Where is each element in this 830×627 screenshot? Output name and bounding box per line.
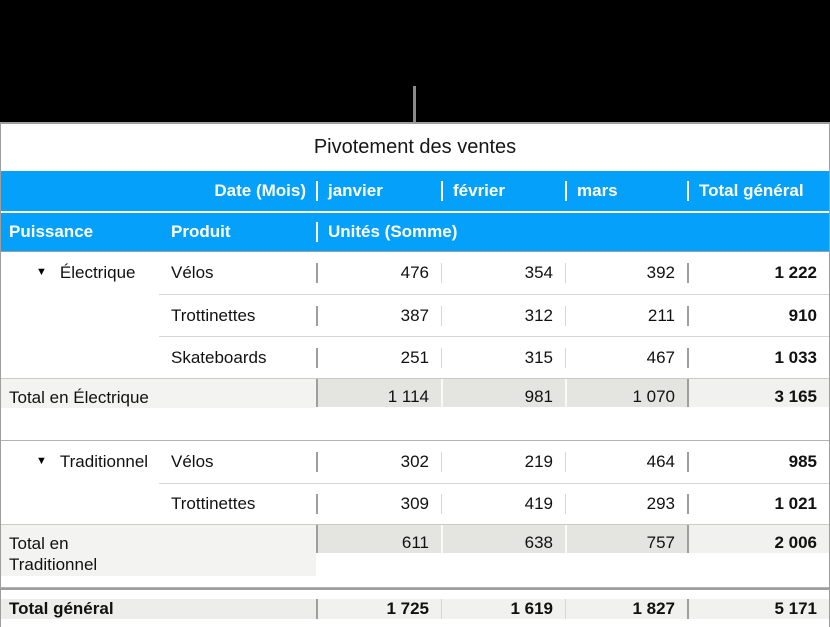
subtotal-label-cell[interactable]: Total en Traditionnel [1, 525, 316, 576]
value-cell[interactable]: 211 [565, 305, 687, 326]
product-cell[interactable]: Vélos [171, 452, 214, 471]
subtotal-total-cell[interactable]: 3 165 [687, 379, 829, 407]
row-total-cell[interactable]: 910 [687, 305, 829, 326]
table-row: Vélos 302 219 464 985 [159, 441, 829, 483]
table-row: Trottinettes 387 312 211 910 [159, 294, 829, 336]
disclosure-triangle-icon[interactable]: ▼ [36, 455, 47, 467]
row-total-cell[interactable]: 985 [687, 452, 829, 472]
grand-total-sum-cell[interactable]: 5 171 [687, 598, 829, 619]
value-cell[interactable]: 476 [316, 263, 441, 283]
value-cell[interactable]: 219 [441, 452, 565, 472]
value-cell[interactable]: 387 [316, 305, 441, 326]
group-electrique: ▼ Électrique Vélos 476 354 392 1 222 Tro… [1, 252, 829, 378]
product-cell[interactable]: Trottinettes [171, 494, 256, 513]
header-row-months: Date (Mois) janvier février mars Total g… [1, 171, 829, 211]
grand-total-row: Total général 1 725 1 619 1 827 5 171 [1, 588, 829, 627]
group-name: Électrique [59, 263, 136, 282]
header-row-fields: Puissance Produit Unités (Somme) [1, 213, 829, 252]
pivot-table: Pivotement des ventes Date (Mois) janvie… [0, 122, 830, 627]
value-cell[interactable]: 419 [441, 494, 565, 514]
subtotal-value-cell[interactable]: 638 [441, 525, 565, 553]
row-total-cell[interactable]: 1 222 [687, 263, 829, 283]
subtotal-label-cell[interactable]: Total en Électrique [1, 379, 316, 409]
subtotal-value-cell[interactable]: 981 [441, 379, 565, 407]
grand-total-value-cell[interactable]: 1 827 [565, 598, 687, 619]
value-cell[interactable]: 315 [441, 347, 565, 368]
row-total-cell[interactable]: 1 033 [687, 347, 829, 368]
header-date-mois[interactable]: Date (Mois) [214, 181, 306, 200]
group-rows: Vélos 476 354 392 1 222 Trottinettes 387… [159, 252, 829, 378]
product-cell[interactable]: Trottinettes [171, 305, 256, 325]
group-rows: Vélos 302 219 464 985 Trottinettes 309 4… [159, 441, 829, 524]
value-cell[interactable]: 392 [565, 263, 687, 283]
group-name: Traditionnel [59, 452, 149, 471]
header-unites-somme[interactable]: Unités (Somme) [316, 222, 687, 242]
value-cell[interactable]: 467 [565, 347, 687, 368]
callout-line [413, 86, 416, 122]
group-traditionnel: ▼ Traditionnel Vélos 302 219 464 985 Tro… [1, 441, 829, 524]
value-cell[interactable]: 251 [316, 347, 441, 368]
header-row-divider [1, 211, 829, 213]
header-month-mars[interactable]: mars [565, 181, 687, 201]
subtotal-row-electrique: Total en Électrique 1 114 981 1 070 3 16… [1, 378, 829, 441]
subtotal-value-cell[interactable]: 1 070 [565, 379, 687, 407]
table-row: Skateboards 251 315 467 1 033 [159, 336, 829, 378]
table-title-row: Pivotement des ventes [1, 124, 829, 171]
group-label-cell[interactable]: ▼ Électrique [1, 252, 159, 378]
grand-total-value-cell[interactable]: 1 619 [441, 598, 565, 619]
top-banner [0, 0, 830, 122]
subtotal-value-cell[interactable]: 611 [316, 525, 441, 553]
header-month-fevrier[interactable]: février [441, 181, 565, 201]
group-label-cell[interactable]: ▼ Traditionnel [1, 441, 159, 524]
subtotal-value-cell[interactable]: 1 114 [316, 379, 441, 407]
value-cell[interactable]: 312 [441, 305, 565, 326]
table-title[interactable]: Pivotement des ventes [313, 136, 517, 158]
value-cell[interactable]: 309 [316, 494, 441, 514]
subtotal-value-cell[interactable]: 757 [565, 525, 687, 553]
product-cell[interactable]: Vélos [171, 263, 214, 282]
product-cell[interactable]: Skateboards [171, 347, 267, 367]
value-cell[interactable]: 302 [316, 452, 441, 472]
row-total-cell[interactable]: 1 021 [687, 494, 829, 514]
subtotal-row-traditionnel: Total en Traditionnel 611 638 757 2 006 [1, 524, 829, 588]
header-puissance[interactable]: Puissance [9, 222, 94, 241]
header-produit[interactable]: Produit [171, 222, 231, 241]
grand-total-label-cell[interactable]: Total général [1, 598, 316, 619]
header-grand-total[interactable]: Total général [687, 181, 829, 201]
header-month-janvier[interactable]: janvier [316, 181, 441, 201]
table-row: Trottinettes 309 419 293 1 021 [159, 483, 829, 524]
value-cell[interactable]: 354 [441, 263, 565, 283]
table-row: Vélos 476 354 392 1 222 [159, 252, 829, 294]
value-cell[interactable]: 293 [565, 494, 687, 514]
subtotal-total-cell[interactable]: 2 006 [687, 525, 829, 553]
value-cell[interactable]: 464 [565, 452, 687, 472]
grand-total-value-cell[interactable]: 1 725 [316, 598, 441, 619]
disclosure-triangle-icon[interactable]: ▼ [36, 266, 47, 278]
